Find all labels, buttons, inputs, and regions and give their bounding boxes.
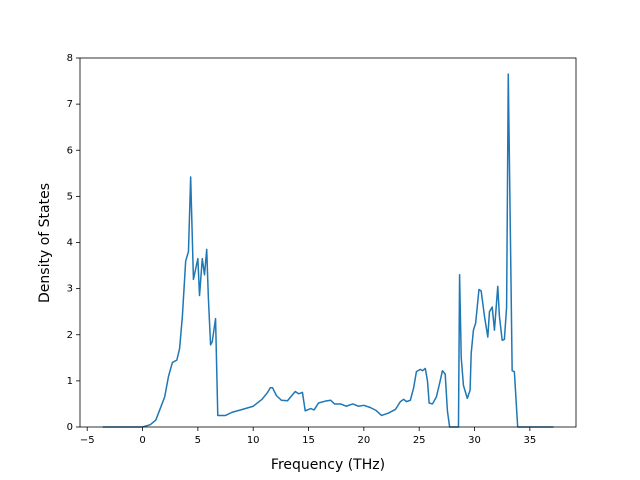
x-tick-label: 25 xyxy=(413,435,426,446)
y-tick-label: 1 xyxy=(67,376,73,387)
x-axis-label: Frequency (THz) xyxy=(271,457,385,473)
x-tick-label: 20 xyxy=(357,435,370,446)
x-tick-label: 35 xyxy=(523,435,536,446)
y-tick-label: 0 xyxy=(67,422,73,433)
x-tick-label: 0 xyxy=(139,435,145,446)
y-tick-label: 4 xyxy=(67,238,73,249)
plot-frame xyxy=(79,57,577,428)
x-tick-label: −5 xyxy=(80,435,95,446)
x-tick-label: 30 xyxy=(468,435,481,446)
y-tick-label: 6 xyxy=(67,145,73,156)
y-tick-label: 7 xyxy=(67,99,73,110)
x-tick-label: 10 xyxy=(247,435,260,446)
line xyxy=(102,73,554,428)
y-axis-label: Density of States xyxy=(37,183,53,303)
y-tick-label: 2 xyxy=(67,330,73,341)
y-tick-label: 8 xyxy=(67,53,73,64)
y-tick-label: 5 xyxy=(67,191,73,202)
x-tick-label: 5 xyxy=(195,435,201,446)
y-tick-label: 3 xyxy=(67,284,73,295)
x-tick-label: 15 xyxy=(302,435,315,446)
